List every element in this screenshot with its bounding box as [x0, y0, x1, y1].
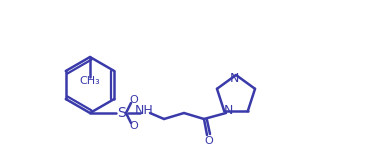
Text: O: O	[129, 95, 138, 105]
Text: S: S	[118, 106, 126, 120]
Text: N: N	[229, 73, 239, 86]
Text: N: N	[223, 104, 233, 117]
Text: CH₃: CH₃	[79, 76, 100, 86]
Text: NH: NH	[134, 104, 154, 117]
Text: O: O	[205, 136, 214, 146]
Text: O: O	[129, 121, 138, 131]
